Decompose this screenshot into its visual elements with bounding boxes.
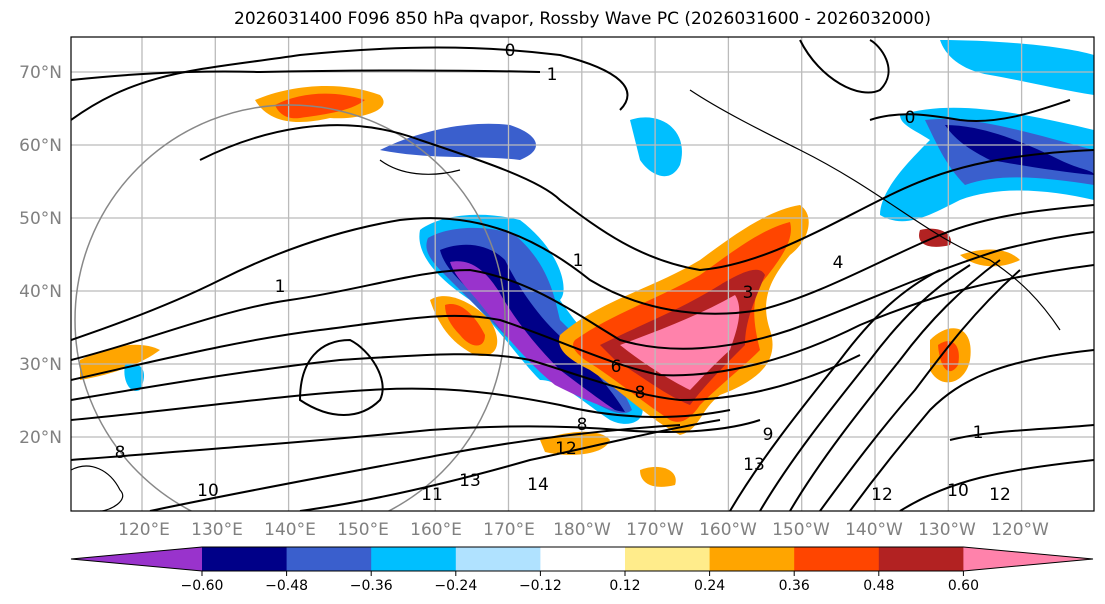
colorbar-tick-label: 0.12	[609, 578, 640, 594]
lat-label: 40°N	[19, 282, 62, 302]
contour-label: 12	[989, 485, 1011, 505]
colorbar-min-extend	[71, 547, 202, 571]
lon-label: 130°W	[918, 520, 976, 540]
lat-label: 60°N	[19, 136, 62, 156]
lon-label: 160°E	[410, 520, 462, 540]
contour-label: 0	[505, 41, 516, 61]
contour-label: 1	[275, 277, 286, 297]
contour-label: 1	[573, 251, 584, 271]
contour-label: 9	[763, 425, 774, 445]
colorbar-segment	[625, 547, 711, 571]
colorbar-tick-label: −0.48	[265, 578, 308, 594]
lon-label: 170°E	[483, 520, 535, 540]
map-area: 0 1 0 1 1 3 4 6 8 8 12 14 13 13 9 11 12 …	[71, 37, 1094, 511]
lon-label: 150°W	[772, 520, 830, 540]
contour-label: 13	[459, 471, 481, 491]
lon-label: 120°W	[991, 520, 1049, 540]
contour-labels: 0 1 0 1 1 3 4 6 8 8 12 14 13 13 9 11 12 …	[115, 41, 1011, 505]
contour-label: 10	[947, 481, 969, 501]
lat-label: 70°N	[19, 63, 62, 83]
lat-label: 50°N	[19, 209, 62, 229]
contour-label: 14	[527, 475, 549, 495]
colorbar-segment	[794, 547, 880, 571]
range-circle	[74, 104, 506, 511]
colorbar-tick-label: −0.24	[434, 578, 477, 594]
colorbar-segment	[286, 547, 372, 571]
contour-label: 6	[611, 357, 622, 377]
contour-label: 4	[833, 253, 844, 273]
graticule	[71, 37, 1094, 511]
map-frame	[70, 36, 1095, 512]
contour-label: 13	[743, 455, 765, 475]
lon-label: 180°W	[553, 520, 611, 540]
longitude-labels: 120°E 130°E 140°E 150°E 160°E 170°E 180°W 170°W…	[118, 520, 1049, 540]
lon-label: 140°W	[845, 520, 903, 540]
contour-label: 0	[905, 108, 916, 128]
contour-label: 8	[577, 415, 588, 435]
colorbar: −0.60 −0.48 −0.36 −0.24 −0.12 0.12 0.24 0.36 0.4…	[70, 546, 1094, 594]
colorbar-segment	[878, 547, 964, 571]
lat-label: 30°N	[19, 355, 62, 375]
colorbar-max-extend	[963, 547, 1093, 571]
colorbar-segment	[371, 547, 457, 571]
plot-title: 2026031400 F096 850 hPa qvapor, Rossby W…	[234, 9, 931, 29]
lon-label: 150°E	[337, 520, 389, 540]
contour-label: 1	[547, 65, 558, 85]
lon-label: 160°W	[699, 520, 757, 540]
lon-label: 130°E	[191, 520, 243, 540]
lon-label: 140°E	[264, 520, 316, 540]
contour-label: 12	[555, 439, 577, 459]
colorbar-tick-label: 0.48	[863, 578, 894, 594]
colorbar-tick-label: −0.36	[350, 578, 393, 594]
lat-label: 20°N	[19, 428, 62, 448]
lon-label: 170°W	[626, 520, 684, 540]
colorbar-tick-label: 0.60	[948, 578, 979, 594]
contour-label: 11	[421, 485, 443, 505]
colorbar-segment	[455, 547, 541, 571]
lon-label: 120°E	[118, 520, 170, 540]
contour-label: 8	[635, 383, 646, 403]
colorbar-segment	[202, 547, 288, 571]
colorbar-segment	[540, 547, 626, 571]
latitude-labels: 70°N 60°N 50°N 40°N 30°N 20°N	[19, 63, 62, 448]
contour-label: 1	[973, 423, 984, 443]
contour-label: 10	[197, 481, 219, 501]
contour-label: 12	[871, 485, 893, 505]
colorbar-tick-label: −0.60	[181, 578, 224, 594]
colorbar-tick-label: 0.36	[779, 578, 810, 594]
colorbar-segment	[709, 547, 795, 571]
pc-contours	[71, 39, 1094, 511]
contour-label: 3	[743, 283, 754, 303]
colorbar-tick-label: −0.12	[519, 578, 562, 594]
contour-label: 8	[115, 443, 126, 463]
colorbar-tick-label: 0.24	[694, 578, 725, 594]
